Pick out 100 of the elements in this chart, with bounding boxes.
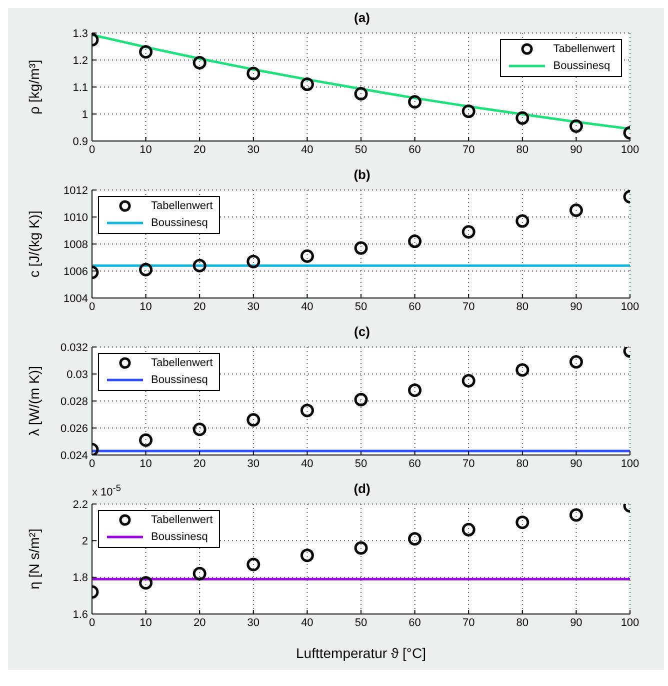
point bbox=[462, 225, 476, 239]
x-tick-label: 100 bbox=[620, 300, 640, 313]
y-tick-label: 2.2 bbox=[72, 498, 88, 511]
x-tick-label: 30 bbox=[247, 458, 260, 470]
y-tick-label: 1 bbox=[82, 108, 88, 121]
y-tick-label: 1.3 bbox=[72, 28, 88, 40]
text: x 10$^{-5}$ bbox=[92, 483, 121, 499]
y-tick-label: 1.8 bbox=[72, 572, 88, 584]
point bbox=[139, 433, 153, 447]
x-tick-label: 20 bbox=[193, 458, 206, 470]
point bbox=[569, 204, 583, 217]
point bbox=[354, 241, 368, 255]
y-tick-label: 0.032 bbox=[60, 342, 88, 354]
point bbox=[192, 56, 206, 70]
point bbox=[354, 392, 368, 406]
y-tick-label: 0.024 bbox=[60, 450, 88, 462]
x-tick-label: 50 bbox=[354, 144, 368, 156]
legend-label: Boussinesq bbox=[150, 216, 209, 231]
x-tick-label: 80 bbox=[516, 616, 529, 629]
point bbox=[300, 548, 314, 562]
x-tick-label: 20 bbox=[193, 144, 206, 156]
y-tick-label: 1006 bbox=[64, 266, 88, 278]
x-tick-label: 80 bbox=[516, 144, 529, 156]
x-tick-label: 30 bbox=[247, 616, 260, 629]
y-tick-label: 1004 bbox=[64, 292, 88, 305]
x-tick-label: 60 bbox=[408, 458, 421, 470]
x-tick-label: 100 bbox=[620, 458, 640, 470]
legend-label: Tabellenwert bbox=[150, 356, 213, 371]
chart-title: (a) bbox=[353, 10, 371, 27]
chart-title: (c) bbox=[353, 324, 371, 341]
x-tick-label: 40 bbox=[301, 300, 314, 313]
y-tick-label: 0.026 bbox=[60, 422, 88, 435]
x-tick-label: 50 bbox=[354, 300, 368, 313]
point bbox=[516, 111, 530, 125]
point bbox=[300, 78, 314, 92]
point bbox=[516, 363, 530, 377]
point bbox=[246, 66, 260, 80]
point bbox=[569, 355, 583, 369]
legend-label: Tabellenwert bbox=[150, 513, 213, 528]
x-tick-label: 90 bbox=[570, 458, 582, 470]
point bbox=[569, 119, 583, 133]
legend-label: Tabellenwert bbox=[552, 42, 615, 57]
y-axis-title: λ [W/(m K)] bbox=[26, 366, 42, 436]
x-tick-label: 0 bbox=[88, 300, 96, 313]
x-tick-label: 60 bbox=[408, 144, 421, 156]
y-tick-label: 1008 bbox=[64, 238, 88, 251]
x-tick-label: 10 bbox=[140, 458, 152, 470]
x-tick-label: 0 bbox=[88, 458, 96, 470]
x-tick-label: 10 bbox=[140, 616, 152, 629]
x-tick-label: 60 bbox=[408, 300, 421, 313]
x-tick-label: 90 bbox=[570, 616, 582, 629]
y-tick-label: 1012 bbox=[64, 184, 88, 197]
x-tick-label: 70 bbox=[462, 144, 475, 156]
x-tick-label: 60 bbox=[408, 616, 421, 629]
point bbox=[192, 422, 206, 436]
y-tick-label: 1.2 bbox=[72, 54, 88, 67]
point bbox=[300, 404, 314, 418]
point bbox=[408, 234, 422, 248]
point bbox=[192, 566, 206, 580]
y-tick-label: 0.028 bbox=[60, 396, 88, 408]
x-axis-title: Lufttemperatur ϑ [°C] bbox=[296, 645, 426, 661]
x-tick-label: 10 bbox=[140, 300, 152, 313]
point bbox=[516, 214, 530, 228]
x-tick-label: 20 bbox=[193, 616, 206, 629]
x-tick-label: 0 bbox=[88, 616, 96, 629]
point bbox=[462, 104, 476, 118]
x-tick-label: 50 bbox=[354, 458, 368, 470]
x-tick-label: 100 bbox=[620, 616, 640, 629]
x-tick-label: 100 bbox=[620, 144, 640, 156]
point bbox=[354, 87, 368, 100]
x-tick-label: 50 bbox=[354, 616, 368, 629]
point bbox=[300, 249, 314, 263]
x-tick-label: 30 bbox=[247, 300, 260, 313]
legend-label: Boussinesq bbox=[552, 59, 612, 74]
x-tick-label: 10 bbox=[140, 144, 152, 156]
y-tick-label: 0.9 bbox=[72, 136, 88, 148]
y-axis-title: η [N s/m²] bbox=[26, 528, 42, 590]
point bbox=[462, 522, 476, 536]
x-tick-label: 0 bbox=[88, 144, 96, 156]
x-tick-label: 80 bbox=[516, 300, 529, 313]
y-axis-title: c [J/(kg K)] bbox=[26, 210, 42, 278]
x-tick-label: 40 bbox=[301, 458, 314, 470]
point bbox=[408, 532, 422, 546]
y-tick-label: 1010 bbox=[64, 212, 88, 224]
y-axis-title: ρ [kg/m³] bbox=[26, 60, 42, 114]
point bbox=[516, 516, 530, 530]
point bbox=[139, 262, 153, 276]
point bbox=[462, 374, 476, 388]
legend-label: Boussinesq bbox=[150, 530, 209, 545]
legend-label: Tabellenwert bbox=[150, 199, 213, 214]
x-tick-label: 40 bbox=[301, 616, 314, 629]
point bbox=[408, 95, 422, 109]
y-tick-label: 0.03 bbox=[66, 368, 88, 381]
x-tick-label: 80 bbox=[516, 458, 529, 470]
x-tick-label: 70 bbox=[462, 458, 475, 470]
point bbox=[246, 558, 260, 572]
legend-label: Boussinesq bbox=[150, 373, 209, 388]
x-tick-label: 20 bbox=[193, 300, 206, 313]
chart-title: (d) bbox=[354, 481, 370, 496]
x-tick-label: 70 bbox=[462, 616, 475, 629]
